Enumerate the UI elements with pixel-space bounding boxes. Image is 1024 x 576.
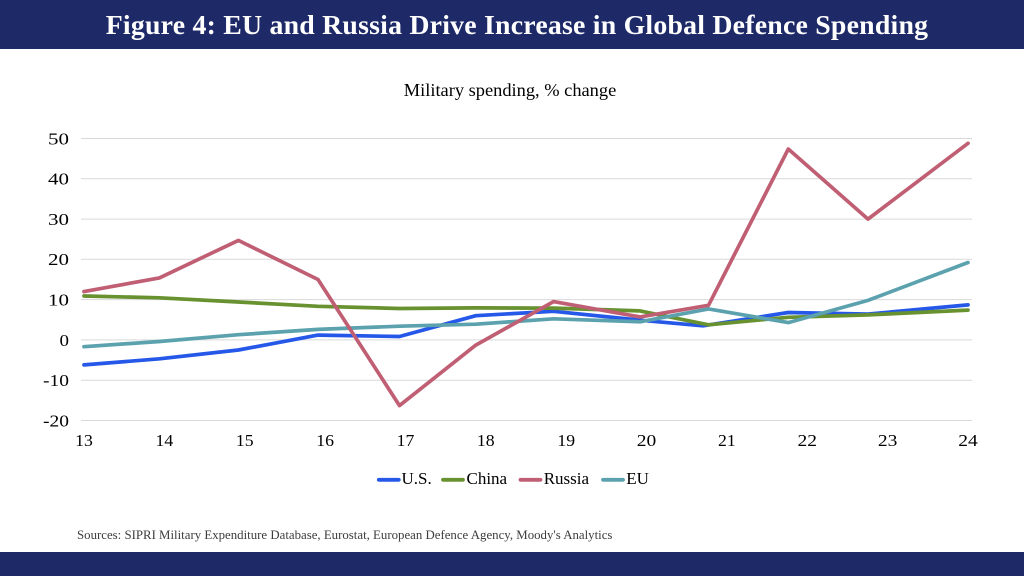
svg-text:24: 24 — [958, 431, 978, 450]
svg-text:Military spending, % change: Military spending, % change — [404, 80, 616, 100]
svg-text:19: 19 — [557, 431, 575, 450]
svg-text:30: 30 — [48, 210, 69, 229]
svg-text:16: 16 — [316, 431, 334, 450]
svg-text:EU: EU — [626, 469, 649, 488]
svg-text:14: 14 — [156, 431, 174, 450]
svg-text:21: 21 — [718, 431, 736, 450]
svg-text:17: 17 — [397, 431, 415, 450]
svg-text:Sources: SIPRI Military Expend: Sources: SIPRI Military Expenditure Data… — [77, 528, 612, 542]
svg-text:-10: -10 — [43, 371, 69, 390]
svg-text:22: 22 — [798, 431, 818, 450]
svg-text:10: 10 — [48, 291, 69, 310]
svg-text:20: 20 — [48, 250, 69, 269]
svg-text:23: 23 — [878, 431, 898, 450]
svg-text:-20: -20 — [43, 411, 69, 430]
svg-text:China: China — [467, 469, 508, 488]
svg-text:Russia: Russia — [544, 469, 590, 488]
svg-text:18: 18 — [477, 431, 495, 450]
svg-text:20: 20 — [637, 431, 657, 450]
svg-text:13: 13 — [75, 431, 93, 450]
svg-text:40: 40 — [48, 170, 69, 189]
svg-text:50: 50 — [48, 129, 69, 148]
svg-text:15: 15 — [236, 431, 254, 450]
svg-text:U.S.: U.S. — [402, 469, 432, 488]
svg-text:0: 0 — [60, 331, 70, 350]
